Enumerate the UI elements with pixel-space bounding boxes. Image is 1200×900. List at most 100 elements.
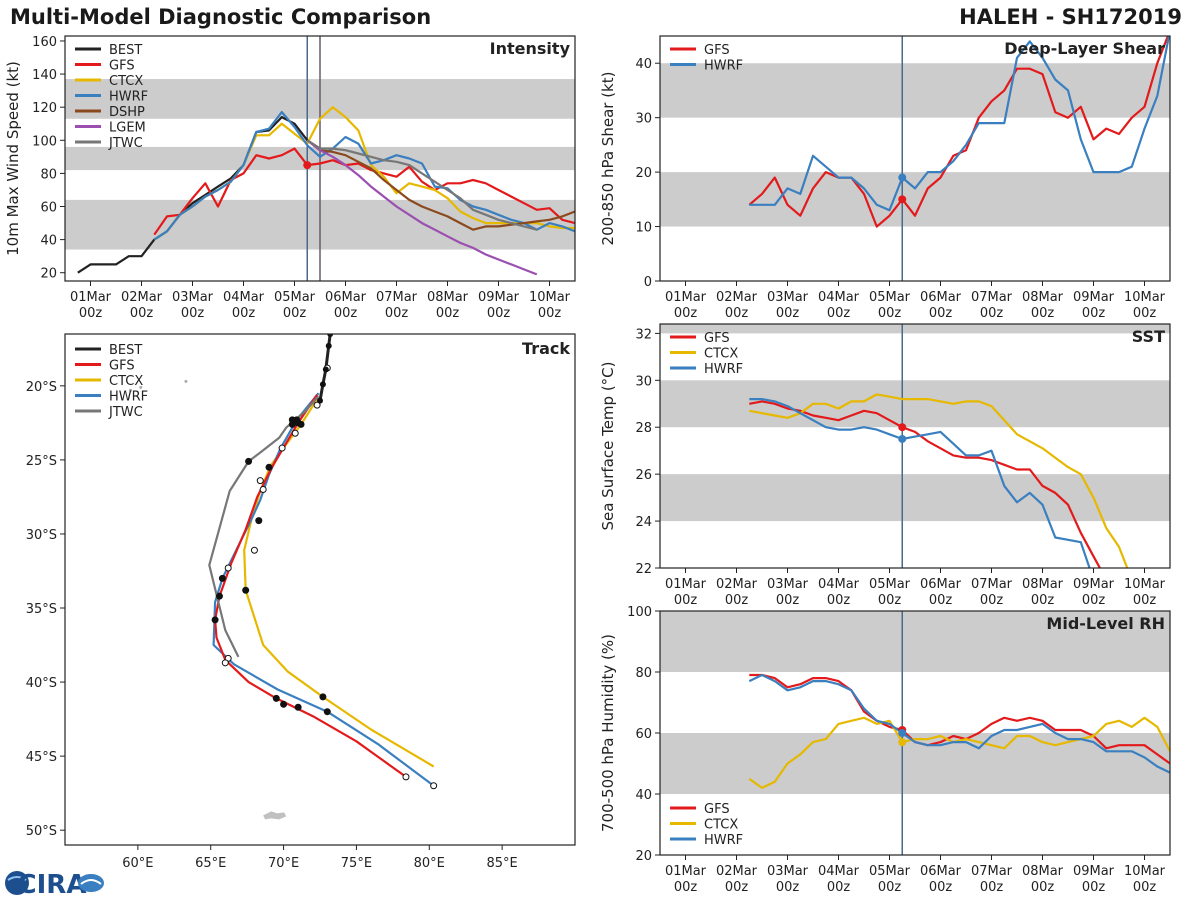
globe-swoosh-icon (7, 876, 27, 881)
x-tick-label: 06Mar (325, 290, 367, 305)
y-tick-label: 40 (40, 234, 57, 249)
track-marker-filled (297, 420, 305, 428)
track-marker-hollow (278, 444, 286, 452)
y-axis-label: 10m Max Wind Speed (kt) (4, 61, 22, 256)
x-tick-label: 00z (1133, 880, 1157, 895)
y-tick-label: 40°S (26, 676, 57, 691)
y-tick-label: 100 (627, 605, 652, 620)
x-tick-label: 00z (674, 593, 698, 608)
x-tick-label: 00z (776, 593, 800, 608)
x-tick-label: 03Mar (767, 864, 809, 879)
x-tick-label: 00z (980, 593, 1004, 608)
logo-wave-icon (80, 879, 102, 885)
x-tick-label: 00z (1082, 306, 1106, 321)
track-line-gfs (214, 394, 407, 778)
x-tick-label: 09Mar (478, 290, 520, 305)
legend-label-dshp: DSHP (109, 105, 145, 120)
track-marker-hollow (256, 477, 264, 485)
legend-label-jtwc: JTWC (108, 405, 143, 420)
y-tick-label: 120 (32, 101, 57, 116)
x-tick-label: 80°E (414, 856, 445, 871)
x-tick-label: 00z (725, 880, 749, 895)
plot-frame (659, 323, 1171, 569)
legend-label-ctcx: CTCX (704, 347, 738, 362)
y-tick-label: 32 (635, 327, 652, 342)
x-tick-label: 00z (980, 880, 1004, 895)
x-tick-label: 00z (776, 880, 800, 895)
legend-label-ctcx: CTCX (109, 374, 143, 389)
y-tick-label: 22 (635, 562, 652, 577)
panel-title: Deep-Layer Shear (1004, 39, 1165, 58)
track-marker-filled (280, 700, 288, 708)
x-tick-label: 00z (674, 306, 698, 321)
best-track-marker (327, 334, 334, 337)
series-line-hwrf (749, 36, 1170, 212)
panel-title: Mid-Level RH (1046, 614, 1165, 633)
y-tick-label: 30 (635, 112, 652, 127)
y-axis-label: 700-500 hPa Humidity (%) (599, 634, 617, 832)
track-marker-filled (211, 616, 219, 624)
track-marker-filled (265, 463, 273, 471)
x-tick-label: 01Mar (665, 577, 707, 592)
x-tick-label: 07Mar (971, 290, 1013, 305)
x-tick-label: 00z (1031, 306, 1055, 321)
x-tick-label: 02Mar (716, 864, 758, 879)
rh-panel: 2040608010001Mar00z02Mar00z03Mar00z04Mar… (599, 605, 1171, 895)
x-tick-label: 05Mar (869, 864, 911, 879)
track-marker-hollow (430, 782, 438, 790)
panel-title: SST (1132, 327, 1165, 346)
y-tick-label: 0 (644, 275, 652, 290)
track-marker-hollow (313, 401, 321, 409)
init-marker-ctcx (898, 738, 907, 747)
panel-title: Track (522, 339, 570, 358)
track-marker-filled (215, 592, 223, 600)
x-tick-label: 00z (1133, 306, 1157, 321)
x-tick-label: 70°E (268, 856, 299, 871)
legend-label-ctcx: CTCX (109, 74, 143, 89)
series-line-jtwc (306, 139, 538, 231)
series-group (748, 36, 1170, 228)
legend-label-hwrf: HWRF (704, 59, 743, 74)
plot-frame (64, 333, 576, 846)
series-line-best (77, 115, 321, 274)
series-group (749, 393, 1129, 568)
intensity-panel: 2040608010012014016001Mar00z02Mar00z03Ma… (4, 35, 576, 321)
y-tick-label: 140 (32, 68, 57, 83)
x-tick-label: 10Mar (1124, 577, 1166, 592)
x-tick-label: 65°E (195, 856, 226, 871)
series-line-ctcx (749, 393, 1129, 568)
island-icon (139, 385, 143, 389)
track-line-jtwc (208, 395, 320, 658)
series-line-hwrf (748, 673, 1170, 774)
track-marker-filled (245, 457, 253, 465)
globe-icon (5, 871, 29, 895)
x-tick-label: 10Mar (1124, 290, 1166, 305)
legend-label-gfs: GFS (704, 802, 730, 817)
track-marker-hollow (221, 659, 229, 667)
y-tick-label: 60 (40, 201, 57, 216)
track-marker-hollow (291, 429, 299, 437)
y-tick-label: 35°S (26, 602, 57, 617)
x-tick-label: 04Mar (818, 864, 860, 879)
y-tick-label: 10 (635, 221, 652, 236)
band (660, 172, 1170, 227)
cira-logo: CIRA (5, 870, 104, 900)
x-tick-label: 10Mar (1124, 864, 1166, 879)
y-tick-label: 50°S (26, 824, 57, 839)
legend-label-hwrf: HWRF (109, 390, 148, 405)
series-group (748, 673, 1170, 790)
x-tick-label: 00z (827, 593, 851, 608)
y-tick-label: 80 (40, 167, 57, 182)
track-marker-filled (288, 420, 296, 428)
x-tick-label: 03Mar (767, 577, 809, 592)
x-tick-label: 00z (1031, 593, 1055, 608)
legend-label-gfs: GFS (704, 331, 730, 346)
track-marker-filled (323, 708, 331, 716)
x-tick-label: 00z (232, 306, 256, 321)
x-tick-label: 60°E (122, 856, 153, 871)
x-tick-label: 04Mar (818, 290, 860, 305)
x-tick-label: 08Mar (427, 290, 469, 305)
best-track-marker (322, 366, 329, 373)
storm-title: HALEH - SH172019 (959, 5, 1182, 29)
